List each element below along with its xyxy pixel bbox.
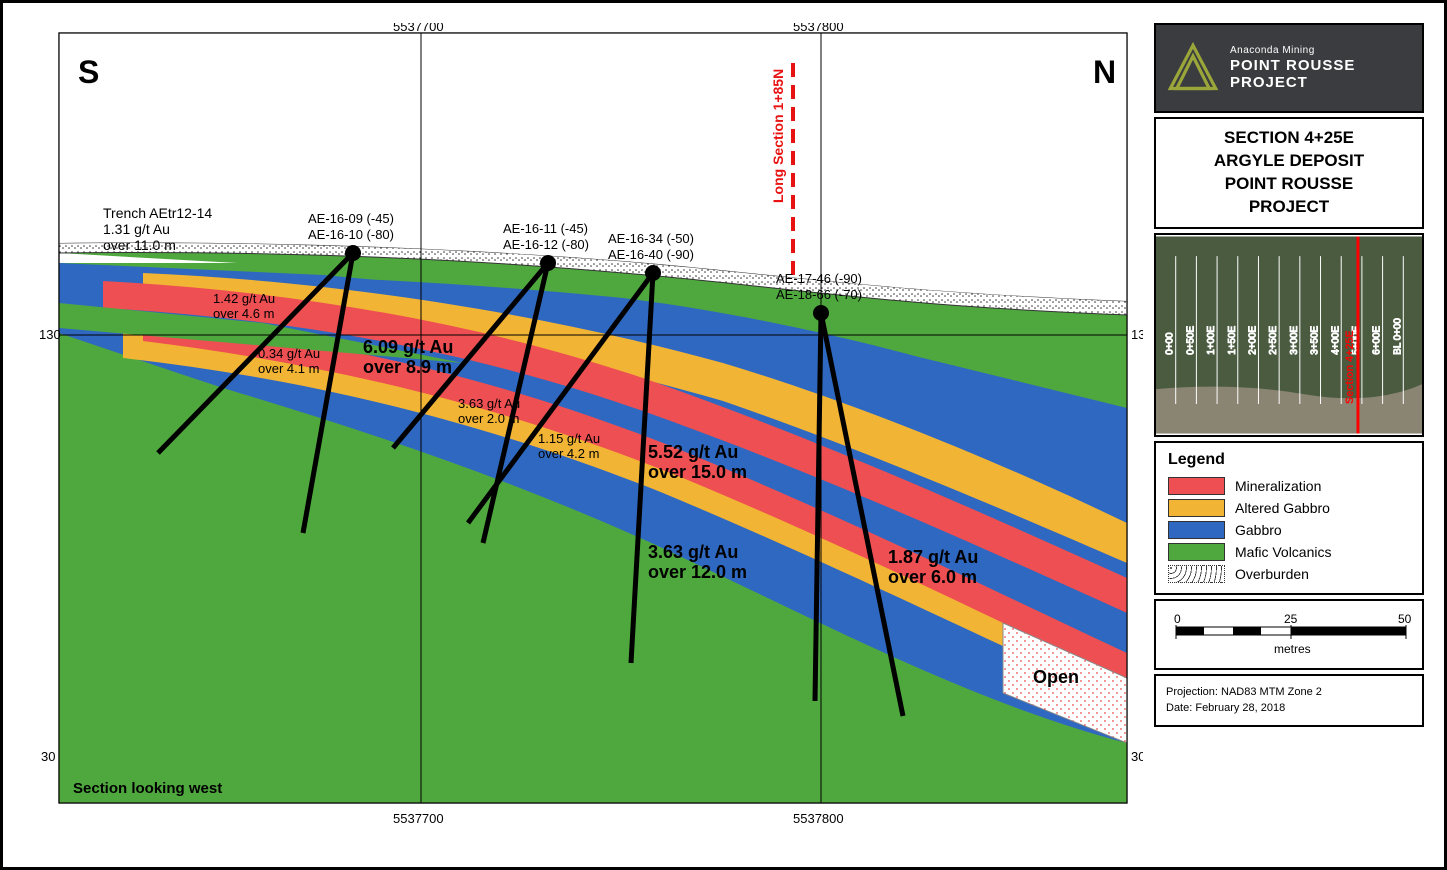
map-line-label: 2+00E [1248,325,1259,354]
legend-swatch [1168,543,1225,561]
legend-row: Gabbro [1160,519,1418,541]
svg-text:0: 0 [1174,612,1181,626]
meta-panel: Projection: NAD83 MTM Zone 2 Date: Febru… [1154,674,1424,727]
figure-frame: Long Section 1+85N AE-16-09 (-45)AE-16-1… [0,0,1447,870]
y-tick-130-r: 130 [1131,327,1143,342]
collar-icon [345,245,361,261]
company-panel: Anaconda Mining POINT ROUSSE PROJECT [1154,23,1424,113]
legend-label: Mineralization [1235,478,1321,494]
map-line-label: 3+50E [1310,325,1321,354]
side-panels: Anaconda Mining POINT ROUSSE PROJECT SEC… [1154,23,1424,853]
south-label: S [78,54,99,90]
legend-label: Gabbro [1235,522,1282,538]
intercept-label: 0.34 g/t Au [258,346,320,361]
title-l1: SECTION 4+25E [1160,127,1418,150]
legend-row: Mineralization [1160,475,1418,497]
drillhole-label: AE-16-34 (-50) [608,231,694,246]
collar-icon [645,265,661,281]
y-tick-30-r: 30 [1131,749,1143,764]
intercept-sublabel: over 4.6 m [213,306,274,321]
scale-panel: 0 25 50 metres [1154,599,1424,670]
logo-icon [1166,41,1220,95]
geology-layers [59,33,1127,803]
intercept-sublabel: over 4.1 m [258,361,319,376]
title-l4: PROJECT [1160,196,1418,219]
intercept-label: 1.42 g/t Au [213,291,275,306]
legend-panel: Legend Mineralization Altered Gabbro Gabbr… [1154,441,1424,595]
intercept-label: 3.63 g/t Au [648,542,738,562]
map-line-label: 4+00E [1330,325,1341,354]
map-line-label: 6+00E [1372,325,1383,354]
intercept-sublabel: over 2.0 m [458,411,519,426]
collar-icon [813,305,829,321]
map-line-label: 2+50E [1268,325,1279,354]
drillhole-label: AE-16-10 (-80) [308,227,394,242]
company-line1: Anaconda Mining [1230,45,1355,57]
svg-text:metres: metres [1274,642,1311,656]
locator-map: 0+00 0+50E 1+00E 1+50E 2+00E 2+50E 3+00E 3+50E 4… [1154,233,1424,437]
y-tick-130-l: 130 [39,327,61,342]
x-tick-700-t: 5537700 [393,23,444,34]
map-line-label: 1+00E [1206,325,1217,354]
intercept-sublabel: over 8.9 m [363,357,452,377]
meta-date: Date: February 28, 2018 [1166,700,1412,717]
drillhole-label: AE-16-11 (-45) [503,221,588,236]
company-line2: POINT ROUSSE [1230,57,1355,74]
legend-swatch [1168,565,1225,583]
legend-swatch [1168,477,1225,495]
legend-swatch [1168,499,1225,517]
title-panel: SECTION 4+25E ARGYLE DEPOSIT POINT ROUSS… [1154,117,1424,229]
collar-icon [540,255,556,271]
svg-text:25: 25 [1284,612,1298,626]
intercept-label: 5.52 g/t Au [648,442,738,462]
legend-label: Altered Gabbro [1235,500,1330,516]
intercept-sublabel: 1.31 g/t Au [103,221,170,237]
drillhole-label: AE-16-09 (-45) [308,211,394,226]
intercept-sublabel: over 6.0 m [888,567,977,587]
intercept-sublabel: over 11.0 m [103,237,176,253]
title-l3: POINT ROUSSE [1160,173,1418,196]
intercept-label: 3.63 g/t Au [458,396,520,411]
map-current: Section 4+25E [1344,330,1356,404]
company-line3: PROJECT [1230,74,1355,91]
intercept-sublabel: over 12.0 m [648,562,747,582]
legend-title: Legend [1160,449,1418,475]
long-section-label: Long Section 1+85N [770,69,786,203]
drillhole-label: AE-16-12 (-80) [503,237,589,252]
open-label: Open [1033,667,1079,687]
footer-note: Section looking west [73,780,222,797]
legend-swatch [1168,521,1225,539]
map-line-label: 0+00 [1165,332,1176,355]
intercept-sublabel: over 15.0 m [648,462,747,482]
meta-projection: Projection: NAD83 MTM Zone 2 [1166,684,1412,701]
legend-row: Mafic Volcanics [1160,541,1418,563]
north-label: N [1093,54,1116,90]
map-line-label: BL 0+00 [1392,317,1403,354]
drillhole-label: AE-17-46 (-90) [776,271,862,286]
intercept-sublabel: over 4.2 m [538,446,599,461]
cross-section: Long Section 1+85N AE-16-09 (-45)AE-16-1… [23,23,1143,853]
map-line-label: 1+50E [1227,325,1238,354]
map-line-label: 0+50E [1185,325,1196,354]
y-tick-30-l: 30 [41,749,55,764]
svg-text:50: 50 [1398,612,1412,626]
intercept-label: 6.09 g/t Au [363,337,453,357]
x-tick-800-t: 5537800 [793,23,844,34]
legend-row: Overburden [1160,563,1418,585]
drillhole-label: AE-16-40 (-90) [608,247,694,262]
legend-row: Altered Gabbro [1160,497,1418,519]
scale-bar: 0 25 50 metres [1174,612,1412,656]
legend-label: Mafic Volcanics [1235,544,1331,560]
x-tick-700-b: 5537700 [393,811,444,826]
x-tick-800-b: 5537800 [793,811,844,826]
map-line-label: 3+00E [1289,325,1300,354]
intercept-label: 1.87 g/t Au [888,547,978,567]
intercept-label: Trench AEtr12-14 [103,205,212,221]
title-l2: ARGYLE DEPOSIT [1160,150,1418,173]
legend-label: Overburden [1235,566,1309,582]
drillhole-label: AE-18-66 (-70) [776,287,862,302]
intercept-label: 1.15 g/t Au [538,431,600,446]
